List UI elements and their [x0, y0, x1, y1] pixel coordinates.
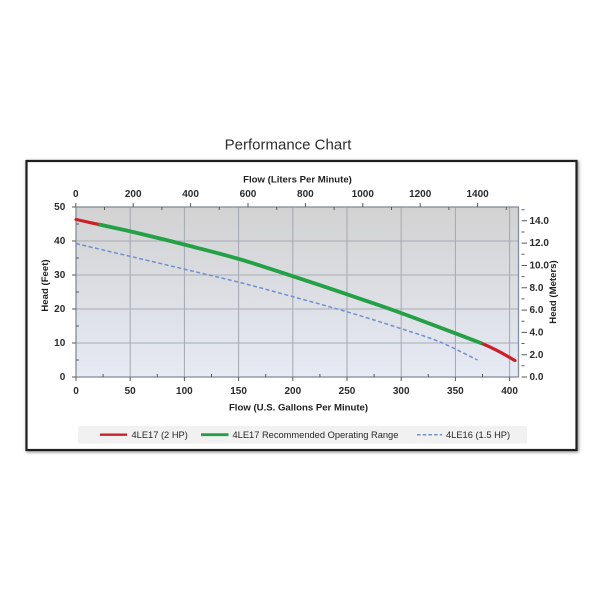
svg-text:40: 40	[54, 236, 66, 247]
svg-text:1000: 1000	[352, 189, 375, 200]
svg-text:400: 400	[501, 386, 518, 397]
svg-text:0: 0	[73, 189, 79, 200]
svg-text:10: 10	[54, 338, 66, 349]
svg-text:100: 100	[176, 386, 193, 397]
svg-text:0.0: 0.0	[530, 372, 544, 383]
svg-text:14.0: 14.0	[530, 216, 550, 227]
svg-text:50: 50	[125, 386, 137, 397]
svg-text:800: 800	[297, 189, 314, 200]
svg-text:250: 250	[339, 386, 356, 397]
svg-text:300: 300	[393, 386, 410, 397]
svg-text:200: 200	[284, 386, 301, 397]
svg-text:10.0: 10.0	[530, 261, 550, 272]
svg-text:200: 200	[125, 189, 142, 200]
svg-text:30: 30	[54, 270, 66, 281]
svg-text:6.0: 6.0	[530, 305, 544, 316]
svg-text:0: 0	[73, 386, 79, 397]
svg-text:1200: 1200	[409, 189, 432, 200]
svg-text:350: 350	[447, 386, 464, 397]
svg-text:4LE17 Recommended Operating Ra: 4LE17 Recommended Operating Range	[233, 430, 399, 440]
svg-text:1400: 1400	[466, 189, 489, 200]
svg-text:20: 20	[54, 304, 66, 315]
svg-text:4.0: 4.0	[530, 328, 544, 339]
svg-text:12.0: 12.0	[530, 238, 550, 249]
svg-text:8.0: 8.0	[530, 283, 544, 294]
svg-text:4LE17 (2 HP): 4LE17 (2 HP)	[132, 430, 188, 440]
svg-text:Head (Meters): Head (Meters)	[548, 260, 559, 323]
svg-text:Flow (U.S. Gallons Per Minute): Flow (U.S. Gallons Per Minute)	[229, 403, 368, 414]
svg-text:150: 150	[230, 386, 247, 397]
svg-text:50: 50	[54, 202, 66, 213]
svg-text:Performance Chart: Performance Chart	[225, 137, 353, 154]
svg-text:4LE16 (1.5 HP): 4LE16 (1.5 HP)	[446, 430, 510, 440]
svg-text:Flow (Liters Per Minute): Flow (Liters Per Minute)	[243, 175, 352, 186]
svg-text:Head (Feet): Head (Feet)	[40, 259, 51, 311]
svg-text:2.0: 2.0	[530, 350, 544, 361]
svg-text:0: 0	[60, 372, 66, 383]
svg-text:600: 600	[240, 189, 257, 200]
svg-text:400: 400	[182, 189, 199, 200]
